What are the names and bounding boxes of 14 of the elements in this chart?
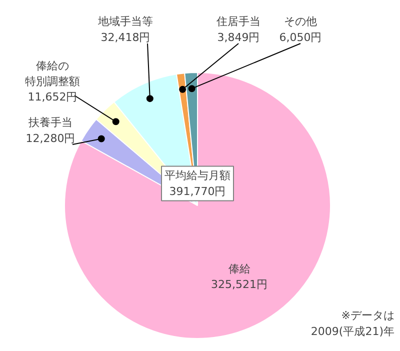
slice-label: 住居手当 <box>216 15 260 28</box>
slice-label: その他 <box>284 15 317 28</box>
text: 平均給与月額 391,770円 <box>164 169 230 198</box>
data-label: 12,280円 <box>26 132 76 145</box>
data-label: 325,521円 <box>211 278 268 291</box>
data-label: 32,418円 <box>100 30 150 44</box>
slice-label: 俸給の特別調整額 <box>25 59 80 88</box>
slice-label: 扶養手当 <box>28 116 72 130</box>
slice-label: 地域手当等 <box>97 15 153 28</box>
slice-label: 俸給 <box>228 262 250 276</box>
data-label: 3,849円 <box>217 30 260 44</box>
text: ※データは 2009(平成21)年 <box>310 309 395 338</box>
data-label: 11,652円 <box>28 90 78 104</box>
data-label: 6,050円 <box>279 30 322 44</box>
